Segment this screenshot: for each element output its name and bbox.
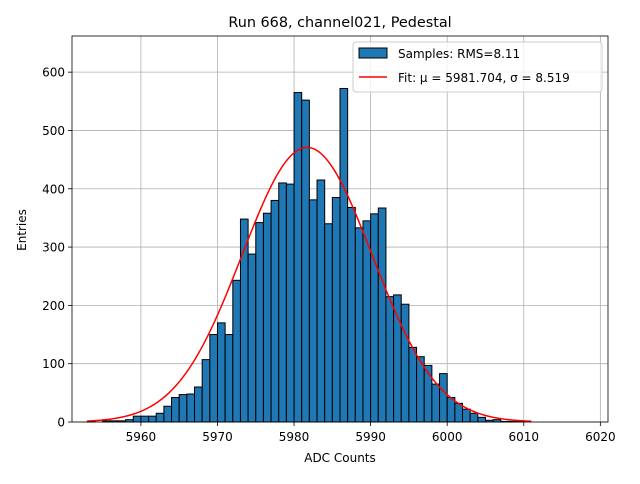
histogram-bars xyxy=(86,87,525,423)
histogram-bar xyxy=(278,182,287,423)
x-tick-label: 6020 xyxy=(585,430,616,444)
histogram-bar xyxy=(331,197,341,423)
y-tick-label: 400 xyxy=(42,182,65,196)
histogram-bar xyxy=(469,412,479,423)
histogram-bar xyxy=(370,213,379,423)
histogram-bar xyxy=(293,92,303,423)
histogram-bar xyxy=(446,397,456,423)
histogram-bar xyxy=(262,212,272,423)
histogram-bar xyxy=(132,415,142,423)
legend-samples-label: Samples: RMS=8.11 xyxy=(398,47,520,61)
fit-curve xyxy=(87,146,532,423)
histogram-bar xyxy=(270,199,280,423)
y-tick-label: 100 xyxy=(42,357,65,371)
y-tick-label: 500 xyxy=(42,124,65,138)
histogram-bar xyxy=(362,220,372,423)
x-axis-ticks: 5960 5970 5980 5990 6000 6010 6020 xyxy=(126,422,616,444)
y-tick-label: 600 xyxy=(42,66,65,80)
histogram-bar xyxy=(385,296,395,423)
y-axis-label: Entries xyxy=(15,209,29,251)
histogram-bar xyxy=(377,207,387,423)
histogram-bar xyxy=(339,87,349,423)
legend: Samples: RMS=8.11 Fit: μ = 5981.704, σ =… xyxy=(352,41,603,93)
histogram-bar xyxy=(216,322,226,423)
histogram-bar xyxy=(140,415,150,423)
x-tick-label: 5990 xyxy=(355,430,386,444)
histogram-bar xyxy=(163,405,173,423)
histogram-bar xyxy=(393,294,402,423)
histogram-bar xyxy=(316,179,326,423)
histogram-bar xyxy=(454,402,464,423)
x-tick-label: 6010 xyxy=(508,430,539,444)
histogram-bar xyxy=(201,359,211,423)
histogram-bar xyxy=(347,206,356,423)
plot-frame xyxy=(71,35,609,423)
x-tick-label: 6000 xyxy=(432,430,463,444)
legend-fit-label: Fit: μ = 5981.704, σ = 8.519 xyxy=(398,71,570,85)
histogram-bar xyxy=(209,334,218,423)
chart-title: Run 668, channel021, Pedestal xyxy=(228,15,451,31)
legend-samples-swatch xyxy=(358,47,388,59)
histogram-bar xyxy=(224,334,234,423)
histogram-bar xyxy=(408,346,418,423)
histogram-bar xyxy=(171,397,180,423)
histogram-bar xyxy=(431,383,441,423)
histogram-bar xyxy=(477,416,486,423)
histogram-bar xyxy=(178,394,188,423)
y-tick-label: 0 xyxy=(57,416,65,430)
histogram-bar xyxy=(194,386,203,423)
histogram-bar xyxy=(439,373,448,423)
histogram-bar xyxy=(247,253,257,423)
histogram-bar xyxy=(285,183,295,423)
y-tick-label: 200 xyxy=(42,299,65,313)
y-tick-label: 300 xyxy=(42,241,65,255)
histogram-bar xyxy=(308,199,318,423)
histogram-bar xyxy=(148,415,157,423)
x-tick-label: 5980 xyxy=(279,430,310,444)
legend-box xyxy=(352,41,603,93)
histogram-bar xyxy=(462,408,471,423)
x-tick-label: 5960 xyxy=(126,430,157,444)
histogram-bar xyxy=(186,393,196,423)
histogram-bar xyxy=(255,222,264,423)
histogram-bar xyxy=(155,412,165,423)
x-axis-label: ADC Counts xyxy=(304,451,376,465)
x-tick-label: 5970 xyxy=(202,430,233,444)
y-axis-ticks: 0 100 200 300 400 500 600 xyxy=(42,66,72,430)
histogram-bar xyxy=(400,303,410,423)
histogram-bar xyxy=(324,223,333,423)
histogram-bar xyxy=(354,227,364,423)
histogram-bar xyxy=(232,279,241,423)
